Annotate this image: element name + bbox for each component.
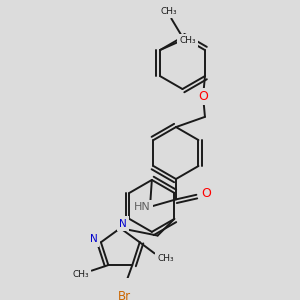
Text: CH₃: CH₃: [179, 36, 196, 45]
Text: Br: Br: [118, 290, 131, 300]
Text: N: N: [119, 218, 127, 229]
Text: N: N: [90, 235, 98, 244]
Text: CH₃: CH₃: [158, 254, 174, 263]
Text: CH₃: CH₃: [72, 270, 89, 279]
Text: O: O: [198, 90, 208, 103]
Text: O: O: [202, 188, 212, 200]
Text: CH₃: CH₃: [160, 7, 177, 16]
Text: HN: HN: [134, 202, 151, 212]
